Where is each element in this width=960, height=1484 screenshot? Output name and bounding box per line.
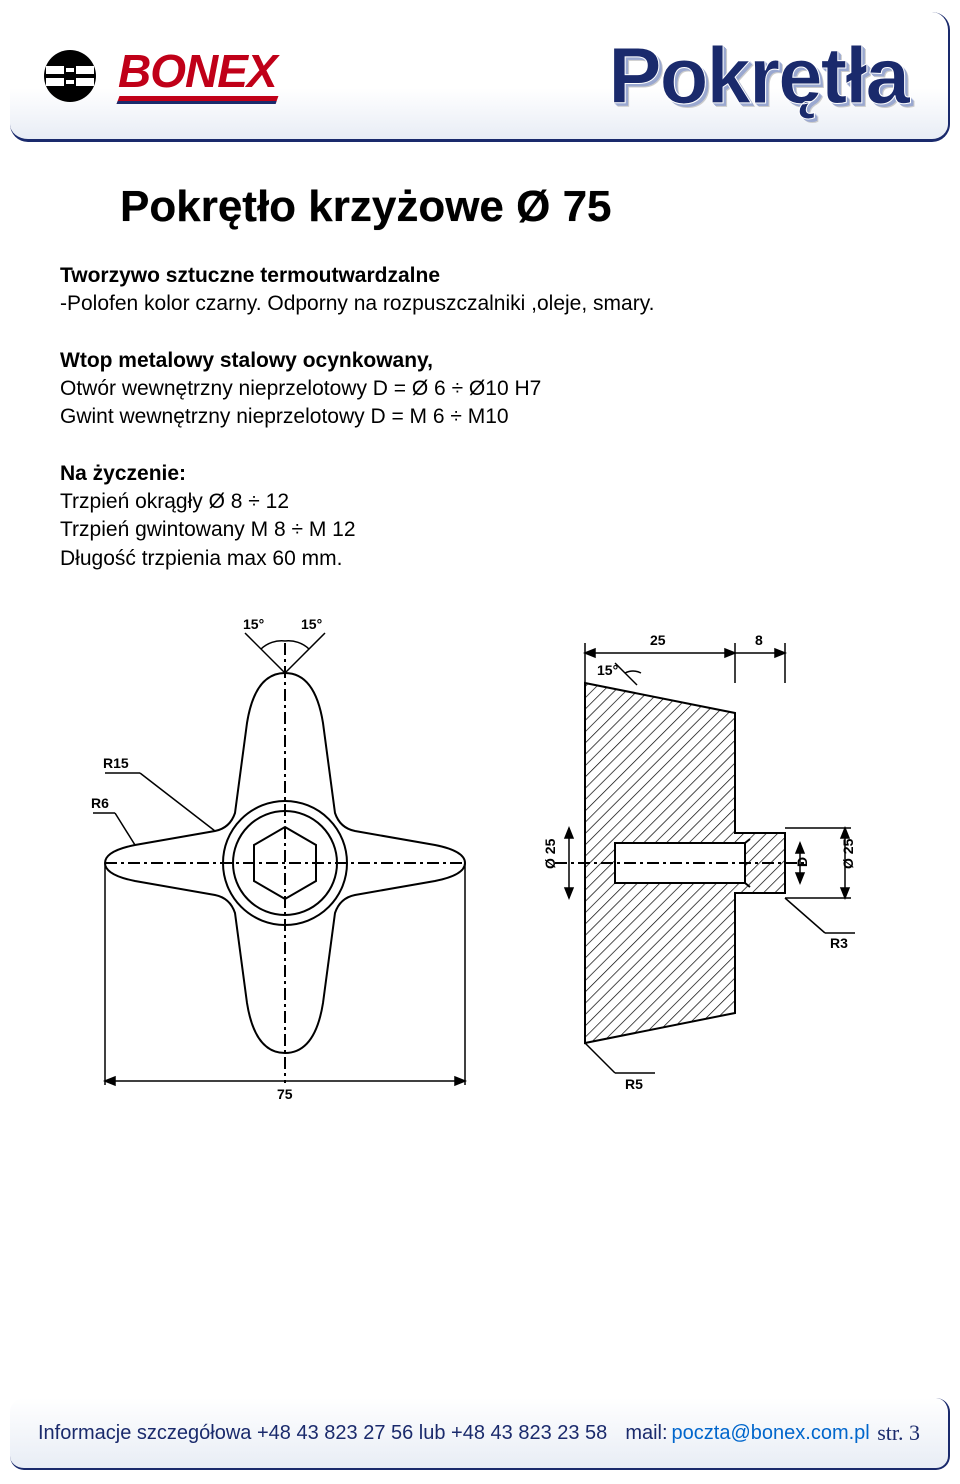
- dim-sec-angle: 15°: [597, 662, 618, 678]
- header-band: BONEX Pokrętła: [10, 12, 950, 142]
- dim-d25-right: Ø 25: [840, 839, 856, 870]
- dim-top-8: 8: [755, 632, 763, 648]
- material-heading: Tworzywo sztuczne termoutwardzalne: [60, 262, 900, 290]
- dim-angle-right: 15°: [301, 616, 322, 632]
- dim-r5: R5: [625, 1076, 643, 1092]
- option-line1: Trzpień okrągły Ø 8 ÷ 12: [60, 488, 900, 516]
- dim-angle-left: 15°: [243, 616, 264, 632]
- option-heading: Na życzenie:: [60, 460, 900, 488]
- content-area: Pokrętło krzyżowe Ø 75 Tworzywo sztuczne…: [0, 142, 960, 1113]
- brand-block: BONEX: [118, 48, 277, 104]
- spec-block-insert: Wtop metalowy stalowy ocynkowany, Otwór …: [60, 347, 900, 432]
- spec-block-options: Na życzenie: Trzpień okrągły Ø 8 ÷ 12 Tr…: [60, 460, 900, 573]
- option-line2: Trzpień gwintowany M 8 ÷ M 12: [60, 516, 900, 544]
- footer-page: str. 3: [877, 1420, 920, 1446]
- dim-r6: R6: [91, 795, 109, 811]
- dim-75: 75: [277, 1086, 293, 1102]
- dim-r15: R15: [103, 755, 129, 771]
- dim-top-25: 25: [650, 632, 666, 648]
- option-line3: Długość trzpienia max 60 mm.: [60, 545, 900, 573]
- footer-info: Informacje szczegółowa +48 43 823 27 56 …: [38, 1422, 607, 1445]
- brand-name: BONEX: [118, 48, 277, 94]
- product-title: Pokrętło krzyżowe Ø 75: [120, 182, 900, 232]
- insert-line1: Otwór wewnętrzny nieprzelotowy D = Ø 6 ÷…: [60, 375, 900, 403]
- footer-band: Informacje szczegółowa +48 43 823 27 56 …: [10, 1398, 950, 1470]
- brand-underline: [117, 96, 279, 104]
- footer-mail-addr: poczta@bonex.com.pl: [672, 1422, 870, 1445]
- footer-mail-label: mail:: [625, 1422, 667, 1445]
- insert-heading: Wtop metalowy stalowy ocynkowany,: [60, 347, 900, 375]
- category-title: Pokrętła: [608, 30, 908, 122]
- spec-block-material: Tworzywo sztuczne termoutwardzalne -Polo…: [60, 262, 900, 319]
- diagram-area: 15° 15° R15 R6 75: [60, 613, 900, 1113]
- diagram-section-view: 25 8 15°: [545, 613, 875, 1113]
- dim-d25-left: Ø 25: [545, 839, 558, 870]
- diagram-top-view: 15° 15° R15 R6 75: [85, 613, 485, 1113]
- insert-line2: Gwint wewnętrzny nieprzelotowy D = M 6 ÷…: [60, 403, 900, 431]
- dim-r3: R3: [830, 935, 848, 951]
- dim-D: D: [794, 857, 810, 867]
- material-line2: -Polofen kolor czarny. Odporny na rozpus…: [60, 290, 900, 318]
- bonex-logo-icon: [40, 46, 100, 106]
